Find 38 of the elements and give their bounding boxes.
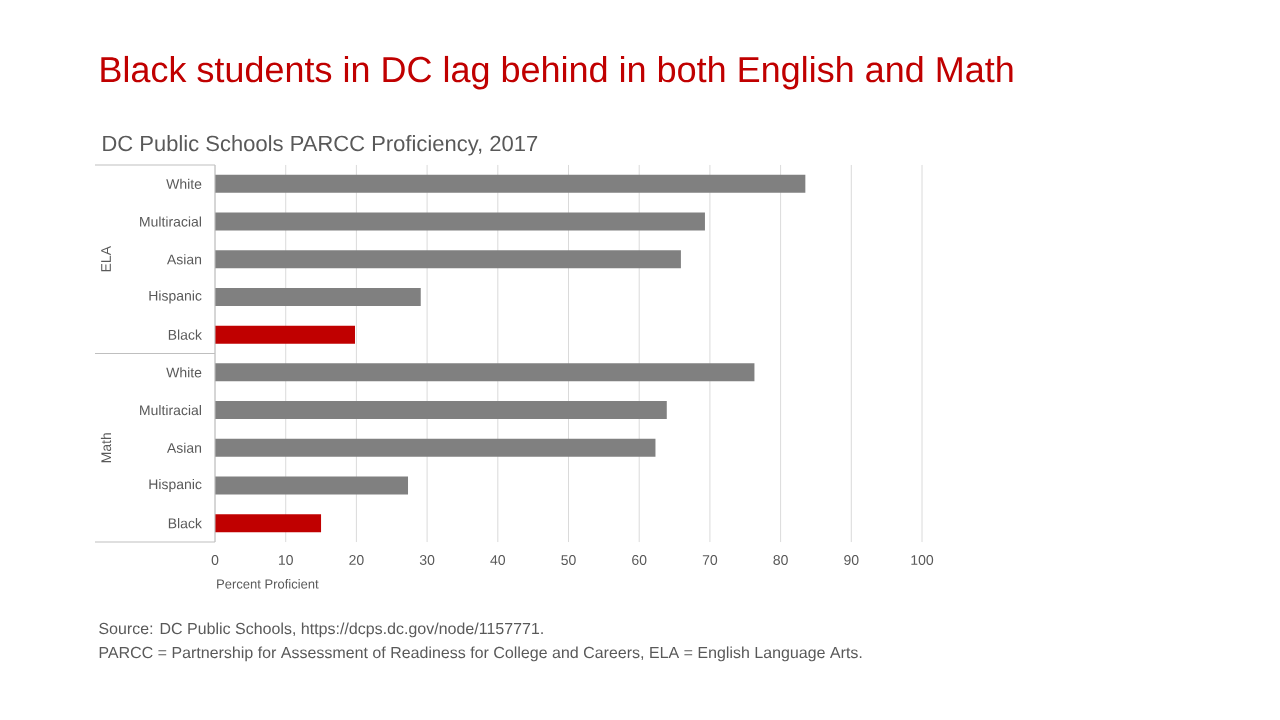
y-tick-label: Multiracial xyxy=(140,216,201,227)
y-tick-label: White xyxy=(166,367,202,378)
x-tick-label: 80 xyxy=(773,555,788,565)
x-tick-label: 0 xyxy=(211,555,219,565)
chart-subtitle: DC Public Schools PARCC Proficiency, 2017 xyxy=(103,135,538,156)
x-tick-label: 90 xyxy=(844,555,859,565)
bar xyxy=(215,401,667,420)
source-note: Source: DC Public Schools, https://dcps.dc.gov/node/1157771. xyxy=(99,622,543,638)
bar xyxy=(215,476,409,495)
y-tick-label: Multiracial xyxy=(140,404,201,416)
bar xyxy=(215,212,705,231)
y-tick-label: White xyxy=(166,178,202,189)
bar xyxy=(215,287,421,306)
y-tick-label: Asian xyxy=(166,442,202,453)
x-tick-label: 10 xyxy=(278,555,293,565)
bar xyxy=(215,325,355,344)
x-tick-label: 50 xyxy=(561,555,576,565)
y-tick-label: Black xyxy=(168,518,202,529)
x-tick-label: 40 xyxy=(490,555,506,565)
text: Math xyxy=(100,433,112,463)
x-tick-label: 20 xyxy=(349,555,364,565)
y-tick-label: Hispanic xyxy=(149,478,202,492)
x-tick-label: 70 xyxy=(702,555,718,565)
text: PARCC = Partnership for Assessment of Readiness for College and Careers, ELA = English Language Arts. xyxy=(99,646,862,662)
x-tick-label: 100 xyxy=(911,555,934,565)
bar xyxy=(215,363,755,382)
x-axis-title: Percent Proficient xyxy=(217,579,319,589)
bar xyxy=(215,438,656,457)
x-tick-label: 60 xyxy=(632,555,647,565)
y-tick-label: Hispanic xyxy=(149,290,202,304)
bar xyxy=(215,174,806,193)
y-tick-label: Asian xyxy=(166,254,202,265)
bar xyxy=(215,514,322,533)
chart-title: Black students in DC lag behind in both English and Math xyxy=(101,55,1013,90)
bar xyxy=(215,250,681,269)
x-tick-label: 30 xyxy=(419,555,435,565)
y-tick-label: Black xyxy=(168,329,202,340)
text: ELA xyxy=(101,246,111,272)
